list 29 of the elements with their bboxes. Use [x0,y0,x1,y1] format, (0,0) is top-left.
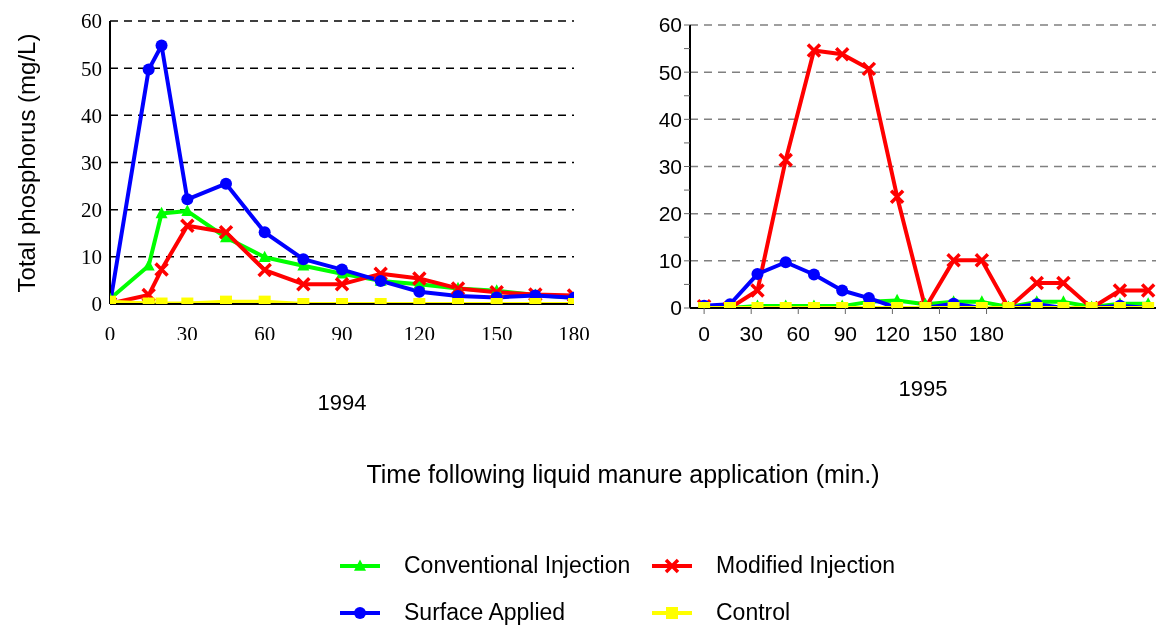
x-tick-label: 60 [786,321,810,345]
y-tick-label: 20 [81,198,102,223]
y-tick-label: 0 [670,296,682,320]
y-tick-label: 60 [658,13,682,37]
x-tick-label: 90 [833,321,858,345]
legend-label: Modified Injection [716,552,895,579]
legend-label: Conventional Injection [404,552,631,579]
legend-label: Control [716,599,791,626]
y-tick-label: 40 [658,107,682,131]
x-axis-title: 1994 [316,390,368,416]
y-axis-title: Total phosphorus (mg/L) [13,33,41,293]
x-tick-label: 150 [921,321,957,345]
x-tick-label: 180 [969,321,1005,345]
y-tick-label: 50 [658,60,682,84]
x-tick-label: 120 [874,321,910,345]
y-tick-label: 50 [81,56,102,81]
y-tick-label: 40 [81,103,102,128]
y-tick-label: 30 [658,154,682,178]
y-tick-label: 20 [658,202,682,226]
y-tick-label: 10 [81,245,102,270]
text: Time following liquid manure application (min.) [365,460,881,489]
x-tick-label: 30 [739,321,763,345]
x-axis-title: 1995 [897,376,949,402]
y-tick-label: 0 [91,292,102,317]
y-tick-label: 10 [658,249,682,273]
y-tick-label: 60 [81,9,102,34]
y-tick-label: 30 [81,150,102,175]
x-tick-label: 0 [698,321,710,345]
legend-label: Surface Applied [404,599,566,626]
